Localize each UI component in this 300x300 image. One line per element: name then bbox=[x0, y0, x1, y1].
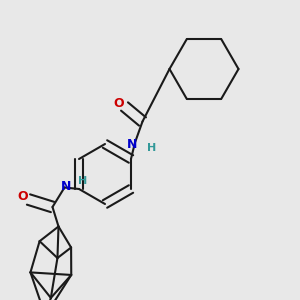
Text: H: H bbox=[147, 143, 156, 153]
Text: O: O bbox=[114, 97, 124, 110]
Text: N: N bbox=[61, 179, 71, 193]
Text: O: O bbox=[18, 190, 28, 203]
Text: H: H bbox=[78, 176, 87, 187]
Text: N: N bbox=[127, 137, 137, 151]
